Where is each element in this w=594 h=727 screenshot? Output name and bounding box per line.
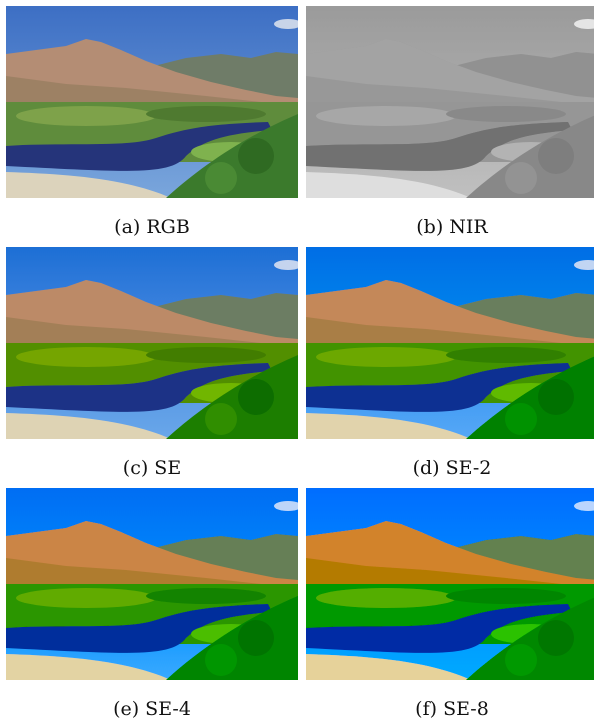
caption: (f) SE-8: [306, 698, 594, 720]
panel: (e) SE-4: [6, 488, 298, 720]
panel: (a) RGB: [6, 6, 298, 238]
image: [306, 247, 594, 439]
caption: (c) SE: [6, 457, 298, 479]
image: [6, 488, 298, 680]
image: [6, 6, 298, 198]
image: [306, 488, 594, 680]
caption: (b) NIR: [306, 216, 594, 238]
image: [6, 247, 298, 439]
panel: (b) NIR: [306, 6, 594, 238]
caption: (a) RGB: [6, 216, 298, 238]
image: [306, 6, 594, 198]
panel: (f) SE-8: [306, 488, 594, 720]
panel: (d) SE-2: [306, 247, 594, 479]
page: (a) RGB (b) NIR (c) SE (d) SE-2 (e) SE-4…: [0, 0, 594, 727]
caption: (e) SE-4: [6, 698, 298, 720]
panel: (c) SE: [6, 247, 298, 479]
caption: (d) SE-2: [306, 457, 594, 479]
